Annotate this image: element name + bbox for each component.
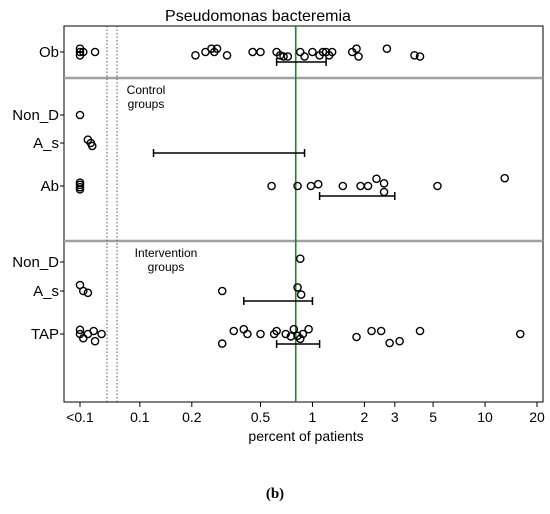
data-point	[385, 338, 394, 348]
data-point	[222, 51, 232, 60]
data-point	[75, 47, 85, 57]
data-point	[415, 326, 425, 336]
chart-title: Pseudomonas bacteremia	[165, 8, 351, 25]
data-point	[229, 326, 239, 336]
row-label: Non_D	[12, 107, 59, 124]
data-point	[97, 329, 106, 339]
data-point	[279, 52, 288, 61]
x-tick-label: 2	[361, 409, 369, 425]
data-point	[352, 332, 361, 342]
x-axis: <0.1 0.1 0.2 0.5 1 2 3 5 10 20	[66, 402, 545, 425]
data-point	[363, 181, 373, 191]
group-label: Control groups	[127, 83, 166, 111]
data-point	[295, 47, 305, 57]
data-point	[372, 174, 381, 184]
data-point	[256, 47, 265, 57]
x-tick-label: 0.5	[251, 409, 271, 425]
data-point	[415, 52, 425, 61]
data-point	[515, 329, 525, 339]
data-point	[410, 51, 419, 60]
data-point	[78, 286, 88, 296]
x-tick-label: <0.1	[66, 409, 94, 425]
row-label: Non_D	[12, 254, 59, 271]
data-point	[78, 47, 88, 57]
data-point	[313, 179, 323, 189]
data-point	[89, 326, 98, 336]
data-point	[379, 187, 389, 197]
data-point	[308, 47, 317, 57]
data-point	[395, 336, 404, 346]
row-label: Ob	[39, 44, 59, 61]
data-point	[248, 47, 257, 57]
data-point	[296, 290, 306, 299]
group-label-line: groups	[128, 97, 165, 111]
x-tick-label: 5	[429, 409, 437, 425]
data-point	[75, 180, 85, 190]
data-point	[243, 329, 252, 339]
x-tick-label: 20	[529, 409, 545, 425]
data-point	[304, 324, 313, 334]
data-point	[281, 329, 291, 339]
data-point	[293, 283, 302, 292]
data-point	[356, 181, 365, 191]
data-point	[90, 47, 100, 57]
data-point	[382, 44, 392, 54]
x-tick-label: 0.2	[182, 409, 202, 425]
data-point	[500, 173, 510, 183]
row-label: A_s	[33, 135, 59, 152]
data-point	[367, 326, 376, 336]
x-tick-label: 0.1	[130, 409, 150, 425]
data-point	[379, 178, 389, 188]
group-label: Intervention groups	[135, 246, 198, 274]
x-tick-label: 10	[477, 409, 493, 425]
x-tick-label: 3	[391, 409, 399, 425]
x-axis-label: percent of patients	[248, 428, 363, 444]
data-point	[267, 181, 276, 191]
data-point	[283, 52, 293, 61]
data-point	[78, 333, 88, 343]
group-label-line: groups	[148, 260, 185, 274]
data-point	[295, 334, 305, 344]
row-label: TAP	[31, 326, 59, 343]
data-point	[298, 329, 308, 339]
data-point	[327, 47, 337, 57]
data-point	[352, 44, 361, 54]
data-point	[354, 52, 363, 61]
group-label-line: Intervention	[135, 246, 198, 260]
data-point	[87, 141, 97, 151]
data-point	[90, 336, 100, 346]
data-point	[376, 326, 386, 336]
data-point	[75, 325, 85, 335]
data-point	[239, 324, 249, 334]
data-point	[306, 181, 316, 191]
data-point	[217, 286, 227, 296]
data-point	[256, 329, 265, 339]
data-point	[433, 181, 442, 191]
row-label: Ab	[41, 178, 59, 195]
data-point	[191, 51, 200, 60]
figure-caption: (b)	[265, 486, 285, 502]
data-marks	[75, 44, 525, 348]
data-point	[75, 184, 85, 194]
data-point	[272, 326, 281, 336]
data-point	[295, 254, 305, 264]
group-label-line: Control	[127, 83, 166, 97]
data-point	[300, 52, 309, 61]
data-point	[75, 110, 85, 120]
data-point	[289, 324, 299, 334]
data-point	[212, 44, 222, 54]
data-point	[338, 181, 348, 191]
data-point	[83, 288, 93, 298]
row-label: A_s	[33, 283, 59, 300]
plot-frame	[63, 25, 544, 403]
data-point	[217, 339, 227, 348]
x-tick-label: 1	[309, 409, 317, 425]
data-point	[293, 181, 302, 191]
